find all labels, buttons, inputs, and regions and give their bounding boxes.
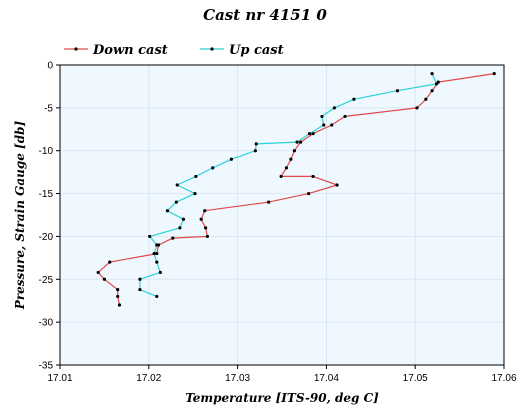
legend-marker-down-cast [74,47,78,51]
data-point-down-cast [430,89,434,93]
data-point-down-cast [311,174,315,179]
y-tick-label: -30 [39,318,54,329]
x-tick-label: 17.03 [225,373,250,384]
data-point-up-cast [322,123,326,127]
data-point-down-cast [492,71,496,76]
x-tick-label: 17.01 [47,373,72,384]
legend-label-up-cast: Up cast [229,43,284,58]
y-tick-label: -15 [39,189,54,200]
data-point-up-cast [138,277,142,281]
data-point-down-cast [155,251,159,256]
data-point-down-cast [96,270,100,275]
data-point-down-cast [108,260,112,264]
data-point-down-cast [116,294,120,299]
data-point-down-cast [330,123,334,127]
data-point-up-cast [211,166,215,170]
y-axis-label: Pressure, Strain Gauge [db] [13,120,27,310]
data-point-up-cast [178,226,182,230]
data-point-up-cast [430,71,434,76]
y-axis-ticks: 0 -5 -10 -15 -20 -25 -30 -35 [39,61,60,372]
data-point-up-cast [352,97,356,101]
x-tick-label: 17.02 [136,373,161,384]
legend-item-up-cast: Up cast [200,43,284,58]
data-point-down-cast [116,287,120,292]
data-point-down-cast [311,131,315,136]
x-axis-label: Temperature [ITS-90, deg C] [185,391,379,405]
data-point-up-cast [253,149,257,153]
data-point-down-cast [335,183,339,187]
data-point-up-cast [175,183,179,187]
data-point-down-cast [204,226,208,230]
series-line-up-cast [139,73,438,297]
data-point-up-cast [194,174,198,179]
data-point-up-cast [434,82,439,86]
data-point-down-cast [203,209,207,213]
data-point-up-cast [254,142,258,146]
series-line-down-cast [97,73,495,306]
data-point-up-cast [193,191,197,196]
data-point-up-cast [148,234,152,239]
data-point-down-cast [284,166,289,170]
x-tick-label: 17.04 [314,373,339,384]
data-point-up-cast [181,217,186,221]
legend-label-down-cast: Down cast [92,43,168,58]
data-point-down-cast [171,236,175,240]
data-point-down-cast [199,217,203,221]
chart-title: Cast nr 4151 0 [203,6,327,24]
data-point-down-cast [424,97,428,101]
legend-item-down-cast: Down cast [64,43,168,58]
data-point-down-cast [279,174,283,179]
data-point-up-cast [174,200,178,204]
y-tick-label: -10 [39,146,54,157]
x-tick-label: 17.06 [491,373,516,384]
data-point-down-cast [267,200,271,204]
y-tick-label: -25 [39,275,54,286]
data-point-up-cast [295,140,299,144]
plot-area [60,65,504,365]
data-point-up-cast [229,157,233,161]
data-point-up-cast [395,89,400,93]
data-point-down-cast [117,303,122,307]
data-point-down-cast [102,277,106,281]
x-axis-ticks: 17.01 17.02 17.03 17.04 17.05 17.06 [47,365,517,384]
data-point-up-cast [155,243,159,247]
data-point-up-cast [158,270,162,275]
data-point-down-cast [292,149,297,153]
legend-marker-up-cast [210,47,214,51]
y-tick-label: 0 [47,61,53,72]
data-point-up-cast [155,260,159,264]
data-point-up-cast [165,209,170,213]
y-tick-label: -35 [39,361,54,372]
y-tick-label: -20 [39,232,54,243]
x-tick-label: 17.05 [403,373,428,384]
data-point-up-cast [155,294,159,299]
data-point-down-cast [299,140,303,144]
data-point-up-cast [152,251,156,256]
plot-frame [59,64,505,366]
series-layer [96,71,496,307]
data-point-up-cast [138,287,142,292]
data-point-down-cast [205,234,210,239]
data-point-up-cast [307,131,312,136]
data-point-up-cast [320,114,324,119]
legend: Down cast Up cast [64,43,284,58]
y-tick-label: -5 [44,103,53,114]
data-point-down-cast [289,157,293,161]
data-point-down-cast [307,191,311,196]
grid [59,64,505,366]
data-point-up-cast [332,106,336,110]
data-point-down-cast [343,114,347,119]
data-point-down-cast [415,106,419,110]
